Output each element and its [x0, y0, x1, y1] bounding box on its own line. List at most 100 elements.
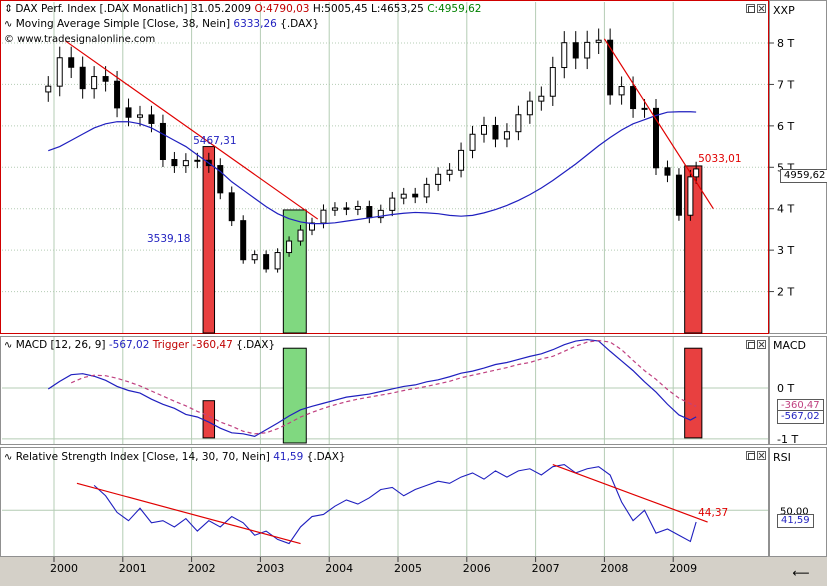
x-tick-label: 2006 — [463, 562, 491, 575]
candle-body — [446, 169, 453, 175]
candle-body — [526, 100, 533, 116]
candle-body — [412, 193, 419, 198]
candle-body — [217, 165, 224, 194]
candle-body — [664, 167, 671, 176]
rsi-header: ∿ Relative Strength Index [Close, 14, 30… — [4, 451, 346, 463]
macd-header: ∿ MACD [12, 26, 9] -567,02 Trigger -360,… — [4, 339, 275, 351]
y-tick-label: 2 T — [777, 286, 794, 299]
candle-body — [607, 39, 614, 96]
macd-suffix: {.DAX} — [232, 339, 276, 351]
candle-body — [618, 86, 625, 96]
ma-icon: ∿ — [4, 19, 13, 30]
candle-body — [102, 76, 109, 82]
candle-body — [148, 114, 155, 124]
macd-y-tick-label: 0 T — [777, 382, 794, 395]
x-axis-bar — [0, 557, 827, 586]
macd-value: -567,02 — [108, 339, 150, 351]
rsi-label[interactable]: Relative Strength Index [Close, 14, 30, … — [15, 451, 274, 463]
candle-body — [549, 67, 556, 97]
macd-icon: ∿ — [4, 340, 13, 351]
x-tick-label: 2007 — [532, 562, 560, 575]
candle-body — [561, 42, 568, 69]
ma-value: 6333,26 — [233, 18, 277, 30]
x-tick-label: 2004 — [325, 562, 353, 575]
x-tick-label: 2000 — [50, 562, 78, 575]
rsi-downtrend-2007 — [552, 464, 708, 523]
main-maximize-button[interactable] — [746, 4, 755, 13]
candle-body — [91, 76, 98, 90]
sort-icon[interactable]: ⇕ — [4, 3, 13, 15]
scroll-arrow-icon[interactable]: ⟵ — [792, 566, 810, 580]
candle-body — [297, 229, 304, 242]
candle-body — [687, 176, 694, 216]
price-downtrend-2000 — [65, 40, 319, 220]
ohlc-close: C:4959,62 — [427, 3, 482, 15]
y-tick-label: 8 T — [777, 37, 794, 50]
candle-body — [137, 114, 143, 118]
ma-header: ∿ Moving Average Simple [Close, 38, Nein… — [4, 18, 319, 30]
candle-body — [389, 197, 396, 211]
candle-body — [240, 220, 247, 261]
copyright-note: © www.tradesignalonline.com — [4, 34, 156, 45]
ma-label[interactable]: Moving Average Simple [Close, 38, Nein] — [15, 18, 234, 30]
candle-body — [492, 124, 499, 140]
candle-body — [354, 206, 361, 210]
macd-axis-area — [769, 336, 827, 445]
x-tick-label: 2001 — [119, 562, 147, 575]
main-axis-area — [769, 0, 827, 334]
candle-body — [435, 173, 442, 185]
main-title: DAX Perf. Index [.DAX Monatlich] 31.05.2… — [15, 3, 252, 15]
macd-axis-name: MACD — [773, 339, 806, 352]
macd-value-box: -567,02 — [777, 410, 824, 424]
ohlc-open: O:4790,03 — [254, 3, 310, 15]
macd-close-button[interactable] — [757, 340, 766, 349]
candle-body — [159, 122, 166, 160]
main-close-button[interactable] — [757, 4, 766, 13]
candle-body — [320, 209, 327, 224]
y-tick-label: 6 T — [777, 120, 794, 133]
candle-body — [274, 252, 281, 270]
candle-body — [366, 206, 373, 219]
bear-zone-box-2009-macd — [684, 347, 703, 439]
candle-body — [693, 168, 700, 178]
candle-body — [309, 222, 315, 231]
candle-body — [263, 254, 270, 270]
macd-label[interactable]: MACD [12, 26, 9] — [15, 339, 109, 351]
ma-suffix: {.DAX} — [276, 18, 320, 30]
bear-zone-box-2002-macd — [202, 400, 216, 439]
price-downtrend-2008 — [603, 38, 714, 210]
rsi-close-button[interactable] — [757, 451, 766, 460]
x-tick-label: 2008 — [600, 562, 628, 575]
candle-body — [641, 107, 648, 110]
candle-body — [228, 192, 235, 222]
x-tick-label: 2002 — [188, 562, 216, 575]
rsi-axis-area — [769, 447, 827, 557]
y-tick-label: 4 T — [777, 203, 794, 216]
rsi-maximize-button[interactable] — [746, 451, 755, 460]
x-tick-label: 2009 — [669, 562, 697, 575]
candle-body — [125, 107, 132, 118]
macd-y-tick-label: -1 T — [777, 433, 798, 446]
rsi-annotation: 44,37 — [698, 507, 728, 519]
candle-body — [79, 66, 86, 90]
candle-body — [630, 86, 637, 110]
candle-body — [538, 95, 545, 102]
candle-body — [194, 159, 201, 162]
candle-body — [45, 85, 52, 93]
candle-body — [331, 207, 338, 211]
candle-body — [400, 193, 407, 199]
candle-body — [182, 160, 189, 167]
candle-body — [572, 42, 579, 59]
rsi-suffix: {.DAX} — [303, 451, 346, 463]
rsi-icon: ∿ — [4, 452, 13, 463]
macd-maximize-button[interactable] — [746, 340, 755, 349]
rsi-line — [93, 464, 697, 545]
candle-body — [251, 254, 258, 261]
rsi-axis-name: RSI — [773, 451, 791, 464]
y-tick-label: 3 T — [777, 244, 794, 257]
last-price-box: 4959,62 — [780, 169, 827, 183]
candle-body — [343, 207, 350, 210]
x-tick-label: 2003 — [256, 562, 284, 575]
